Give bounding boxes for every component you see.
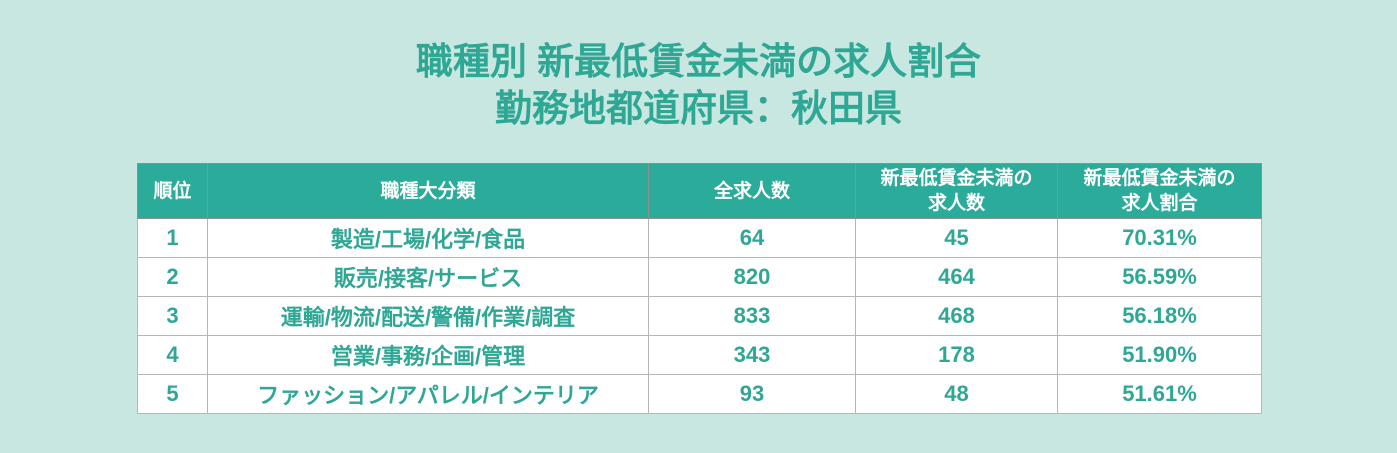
column-header-rank: 順位 (137, 163, 208, 219)
page-title-line1: 職種別 新最低賃金未満の求人割合 (415, 41, 982, 82)
column-header-category: 職種大分類 (207, 163, 649, 219)
cell-total-jobs: 93 (648, 374, 856, 414)
cell-category: 営業/事務/企画/管理 (207, 335, 649, 375)
header-row: 順位 職種大分類 全求人数 新最低賃金未満の 求人数 新最低賃金未満の 求人割合 (137, 163, 1262, 219)
cell-rank: 3 (137, 296, 208, 336)
column-header-below-minwage-count: 新最低賃金未満の 求人数 (855, 163, 1058, 219)
cell-total-jobs: 833 (648, 296, 856, 336)
cell-below-count: 48 (855, 374, 1058, 414)
cell-total-jobs: 64 (648, 218, 856, 258)
cell-category: 販売/接客/サービス (207, 257, 649, 297)
cell-rank: 5 (137, 374, 208, 414)
ranking-table: 順位 職種大分類 全求人数 新最低賃金未満の 求人数 新最低賃金未満の 求人割合… (137, 163, 1262, 414)
cell-total-jobs: 343 (648, 335, 856, 375)
page-title: 職種別 新最低賃金未満の求人割合 勤務地都道府県：秋田県 (0, 38, 1397, 132)
cell-below-ratio: 51.61% (1057, 374, 1262, 414)
cell-rank: 2 (137, 257, 208, 297)
column-header-total-jobs: 全求人数 (648, 163, 856, 219)
column-header-below-minwage-ratio: 新最低賃金未満の 求人割合 (1057, 163, 1262, 219)
cell-category: 製造/工場/化学/食品 (207, 218, 649, 258)
cell-below-ratio: 51.90% (1057, 335, 1262, 375)
cell-category: ファッション/アパレル/インテリア (207, 374, 649, 414)
cell-category: 運輸/物流/配送/警備/作業/調査 (207, 296, 649, 336)
table-body: 1 製造/工場/化学/食品 64 45 70.31% 2 販売/接客/サービス … (137, 218, 1262, 414)
table-row: 5 ファッション/アパレル/インテリア 93 48 51.61% (137, 374, 1262, 414)
cell-below-ratio: 56.59% (1057, 257, 1262, 297)
table-row: 1 製造/工場/化学/食品 64 45 70.31% (137, 218, 1262, 258)
table-row: 2 販売/接客/サービス 820 464 56.59% (137, 257, 1262, 297)
cell-below-ratio: 70.31% (1057, 218, 1262, 258)
cell-below-ratio: 56.18% (1057, 296, 1262, 336)
cell-total-jobs: 820 (648, 257, 856, 297)
table-row: 3 運輸/物流/配送/警備/作業/調査 833 468 56.18% (137, 296, 1262, 336)
cell-below-count: 178 (855, 335, 1058, 375)
table-row: 4 営業/事務/企画/管理 343 178 51.90% (137, 335, 1262, 375)
table-header: 順位 職種大分類 全求人数 新最低賃金未満の 求人数 新最低賃金未満の 求人割合 (137, 163, 1262, 219)
cell-rank: 1 (137, 218, 208, 258)
cell-below-count: 464 (855, 257, 1058, 297)
cell-below-count: 45 (855, 218, 1058, 258)
page-title-line2: 勤務地都道府県：秋田県 (495, 88, 902, 129)
cell-below-count: 468 (855, 296, 1058, 336)
cell-rank: 4 (137, 335, 208, 375)
